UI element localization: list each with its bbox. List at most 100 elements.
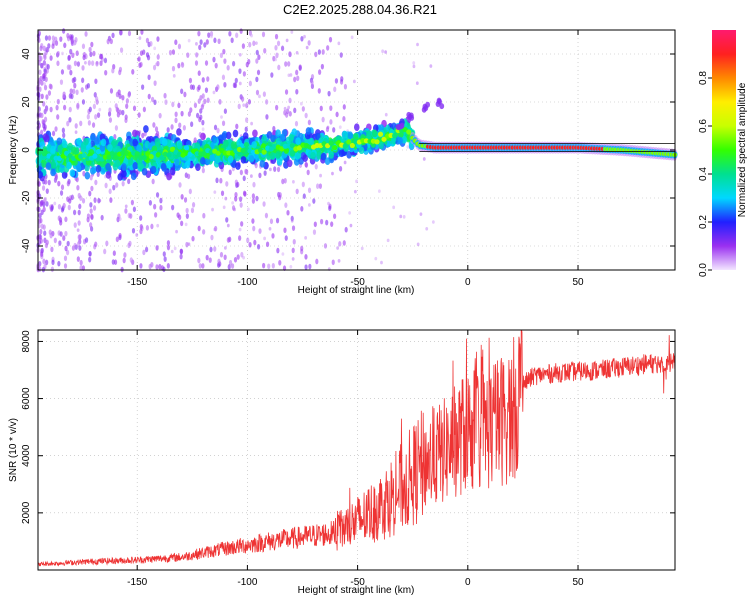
spectrogram-cell	[142, 106, 146, 113]
spectrogram-cell	[217, 258, 221, 265]
snr-series-line	[38, 330, 675, 567]
spectrogram-cell	[290, 219, 294, 223]
spectrogram-cell	[66, 120, 70, 127]
spectrogram-cell	[436, 97, 442, 104]
spectrogram-cell	[159, 204, 163, 211]
spectrogram-cell	[197, 225, 201, 232]
spectrogram-cell	[88, 106, 92, 113]
spectrogram-cell	[235, 32, 239, 39]
spectrogram-cell	[223, 58, 227, 64]
colorbar-tick-label: 0.6	[698, 119, 709, 133]
spectrogram-cell	[147, 74, 151, 81]
spectrogram-cell	[346, 139, 352, 145]
spectrogram-cell	[329, 105, 333, 111]
spectrogram-cell	[353, 189, 357, 194]
spectrogram-cell	[238, 68, 242, 74]
spectrogram-cell	[429, 64, 433, 68]
spectrogram-cell	[172, 74, 176, 78]
spectrogram-cell	[76, 61, 81, 67]
spectrogram-cell	[232, 60, 236, 67]
spectrogram-cell	[73, 60, 78, 67]
spectrogram-cell	[320, 63, 324, 70]
spectrogram-cell	[58, 240, 62, 246]
spectrogram-cell	[63, 255, 68, 262]
spectrogram-cell	[76, 241, 81, 247]
spectrogram-cell	[111, 259, 115, 265]
spectrogram-cell	[177, 142, 183, 150]
spectrogram-cell	[127, 178, 131, 185]
spectrogram-cell	[245, 102, 249, 109]
spectrogram-cell	[276, 166, 281, 173]
spectrogram-cell	[121, 109, 125, 116]
spectrogram-cell	[248, 155, 255, 163]
spectrogram-cell	[153, 99, 157, 106]
spectrogram-cell	[77, 209, 81, 216]
spectrogram-cell	[154, 212, 158, 218]
spectrogram-cell	[100, 214, 104, 221]
spectrogram-cell	[263, 236, 266, 241]
spectrogram-cell	[281, 252, 285, 256]
spectrogram-cell	[66, 161, 72, 170]
spectrogram-cell	[105, 240, 109, 247]
spectrogram-cell	[196, 112, 200, 119]
spectrogram-cell	[295, 88, 299, 95]
spectrogram-cell	[234, 77, 238, 84]
spectrogram-cell	[248, 41, 252, 48]
spectrogram-cell	[276, 247, 280, 254]
spectrogram-cell	[62, 94, 66, 98]
spectrogram-cell	[439, 103, 445, 110]
spectrogram-cell	[154, 126, 159, 132]
spectrogram-cell	[242, 255, 245, 260]
spectrogram-cell	[252, 40, 256, 47]
spectrogram-cell	[234, 196, 238, 202]
spectrogram-cell	[316, 151, 322, 160]
spectrogram-cell	[262, 262, 266, 269]
spectrogram-cell	[41, 148, 48, 157]
spectrogram-cell	[326, 125, 330, 130]
spectrogram-cell	[190, 207, 195, 214]
spectrogram-cell	[131, 227, 136, 234]
spectrogram-cell	[261, 149, 267, 155]
spectrogram-cell	[271, 262, 275, 269]
spectrogram-cell	[206, 97, 210, 104]
spectrogram-cell	[59, 219, 63, 226]
spectrogram-cell	[268, 167, 272, 172]
spectrogram-cell	[56, 50, 60, 57]
colorbar-gradient	[712, 30, 736, 270]
spectrogram-cell	[68, 106, 72, 113]
spectrogram-cell	[244, 168, 248, 175]
spectrogram-cell	[180, 152, 186, 158]
spectrogram-cell	[188, 188, 192, 195]
spectrogram-cell	[270, 72, 274, 78]
spectrogram-cell	[307, 40, 311, 46]
spectrogram-cell	[352, 79, 356, 84]
spectrogram-cell	[308, 137, 315, 146]
spectrogram-cell	[177, 102, 181, 109]
spectrogram-cell	[255, 89, 260, 96]
spectrogram-x-axis-label: Height of straight line (km)	[298, 285, 415, 296]
spectrogram-cell	[86, 82, 90, 89]
spectrogram-cell	[221, 132, 227, 141]
spectrogram-cell	[274, 57, 278, 62]
spectrogram-cell	[95, 149, 101, 155]
spectrogram-cell	[150, 96, 155, 103]
spectrogram-cell	[127, 92, 131, 98]
spectrogram-cell	[108, 111, 112, 116]
spectrogram-cell	[39, 55, 43, 62]
spectrogram-cell	[56, 114, 60, 120]
spectrogram-cell	[199, 108, 203, 114]
spectrogram-cell	[145, 225, 150, 231]
spectrogram-cell	[314, 163, 318, 170]
spectrogram-cell	[54, 126, 58, 132]
spectrogram-cell	[67, 54, 71, 61]
spectrogram-cell	[187, 151, 193, 157]
spectrogram-cell	[59, 79, 64, 85]
spectrogram-y-tick-label: 20	[21, 96, 32, 108]
spectrogram-cell	[40, 62, 44, 69]
spectrogram-cell	[103, 248, 107, 255]
spectrogram-cell	[179, 248, 184, 255]
spectrogram-cell	[374, 256, 378, 261]
spectrogram-cell	[304, 236, 308, 240]
spectrogram-cell	[342, 240, 346, 246]
spectrogram-cell	[425, 226, 429, 231]
